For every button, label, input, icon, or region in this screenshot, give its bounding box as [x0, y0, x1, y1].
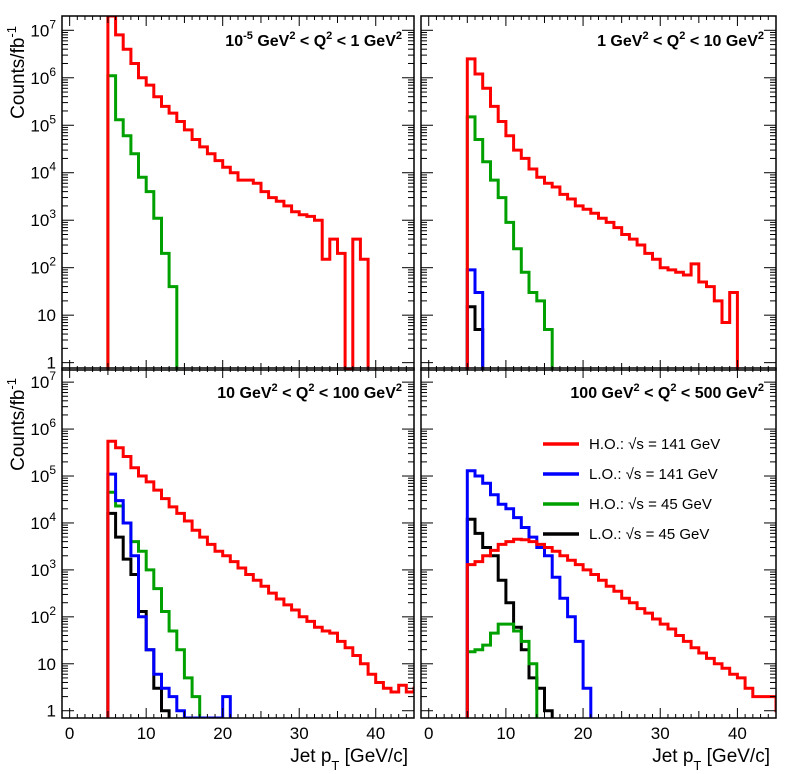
- series-line: [465, 469, 593, 718]
- y-tick-label: 107: [30, 369, 56, 392]
- x-axis-label: Jet pT [GeV/c]: [290, 746, 408, 773]
- x-tick-label: 30: [290, 724, 309, 743]
- series-line: [106, 439, 414, 718]
- legend: H.O.: √s = 141 GeV L.O.: √s = 141 GeV H.O.…: [543, 436, 720, 543]
- series-line: [465, 305, 485, 370]
- legend-entry: H.O.: √s = 45 GeV: [589, 496, 712, 513]
- x-tick-label: 30: [651, 724, 670, 743]
- x-tick-label: 40: [366, 724, 385, 743]
- y-tick-label: 105: [30, 112, 56, 135]
- x-tick-label: 0: [65, 724, 74, 743]
- y-tick-label: 1: [47, 702, 56, 721]
- panel-4: 0 10 20 30 40 Jet pT [GeV/c] 100 GeV2 < Q2 < 5…: [420, 367, 777, 773]
- y-tick-label: 1: [47, 354, 56, 373]
- y-tick-label: 102: [30, 255, 56, 278]
- series-line: [106, 472, 232, 718]
- y-tick-label: 106: [30, 416, 56, 439]
- panel-title: 10 GeV2 < Q2 < 100 GeV2: [217, 382, 402, 402]
- series-line: [465, 517, 554, 718]
- x-tick-label: 20: [574, 724, 593, 743]
- y-tick-label: 103: [30, 557, 56, 580]
- x-tick-label: 0: [424, 724, 433, 743]
- legend-entry: H.O.: √s = 141 GeV: [589, 436, 720, 453]
- x-tick-label: 20: [213, 724, 232, 743]
- y-tick-label: 10: [37, 306, 56, 325]
- panel-title: 1 GeV2 < Q2 < 10 GeV2: [597, 30, 764, 50]
- y-tick-label: 107: [30, 17, 56, 40]
- panel-title: 100 GeV2 < Q2 < 500 GeV2: [570, 382, 764, 402]
- panel-2: 1 GeV2 < Q2 < 10 GeV2: [420, 15, 777, 371]
- y-axis-label: Counts/fb-1: [4, 378, 29, 471]
- legend-entry: L.O.: √s = 45 GeV: [589, 526, 709, 543]
- x-tick-label: 10: [496, 724, 515, 743]
- y-tick-label: 104: [30, 160, 56, 183]
- x-tick-label: 40: [728, 724, 747, 743]
- y-tick-label: 105: [30, 463, 56, 486]
- series-line: [465, 537, 776, 718]
- x-axis-label: Jet pT [GeV/c]: [652, 746, 770, 773]
- series-line: [106, 16, 370, 370]
- plot-frame: [61, 15, 415, 371]
- panel-title: 10-5 GeV2 < Q2 < 1 GeV2: [225, 30, 402, 50]
- y-tick-label: 106: [30, 65, 56, 88]
- y-axis-label: Counts/fb-1: [4, 26, 29, 119]
- plot-frame: [61, 367, 415, 719]
- y-tick-label: 10: [37, 655, 56, 674]
- legend-entry: L.O.: √s = 141 GeV: [589, 466, 718, 483]
- series-line: [465, 57, 739, 370]
- series-line: [465, 622, 539, 718]
- x-tick-label: 10: [137, 724, 156, 743]
- series-line: [106, 74, 179, 370]
- series-line: [465, 115, 554, 370]
- y-tick-label: 104: [30, 510, 56, 533]
- y-tick-label: 103: [30, 207, 56, 230]
- y-tick-label: 102: [30, 604, 56, 627]
